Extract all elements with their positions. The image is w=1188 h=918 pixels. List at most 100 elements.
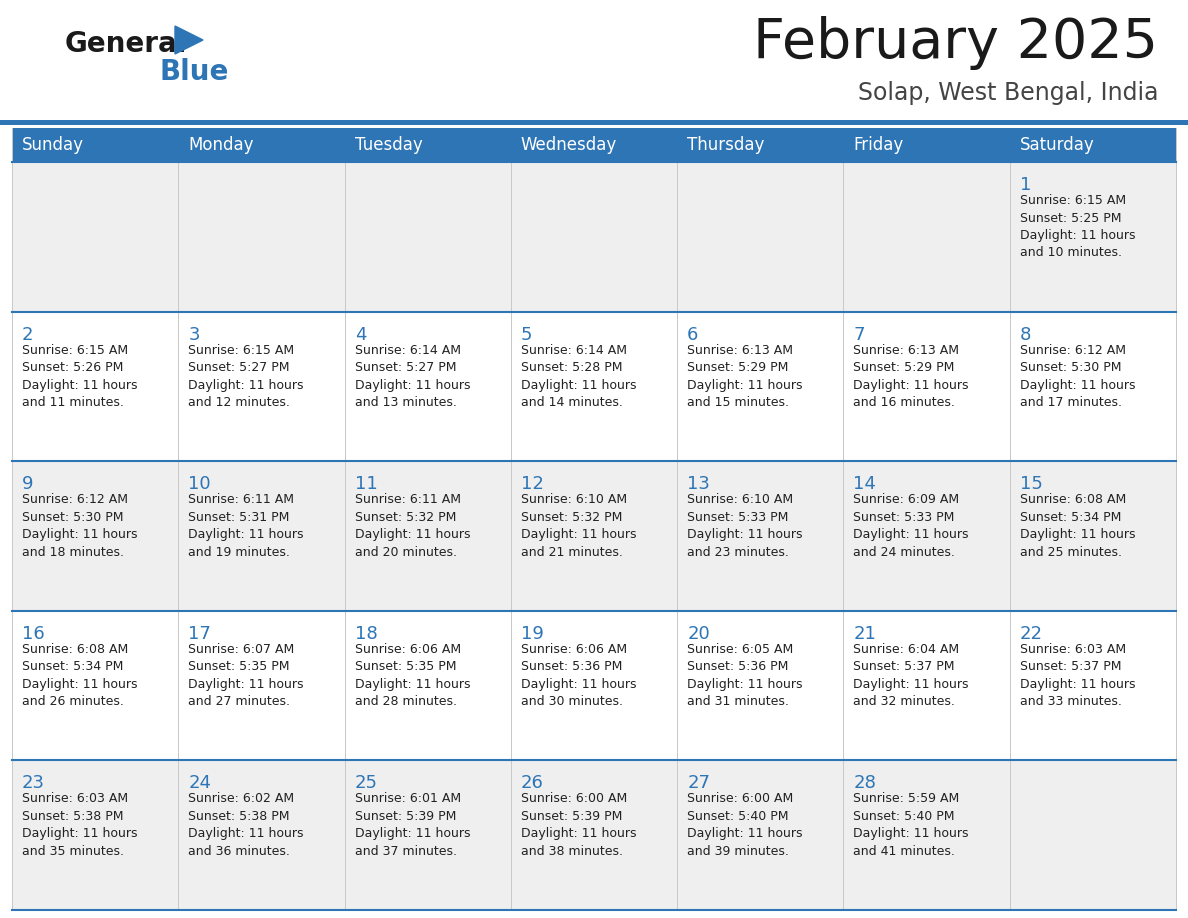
Text: Sunset: 5:25 PM: Sunset: 5:25 PM (1019, 211, 1121, 225)
Text: 4: 4 (354, 326, 366, 343)
Text: Sunset: 5:33 PM: Sunset: 5:33 PM (853, 510, 955, 523)
Text: Sunrise: 6:08 AM: Sunrise: 6:08 AM (23, 643, 128, 655)
Text: Sunrise: 6:14 AM: Sunrise: 6:14 AM (520, 343, 627, 356)
Text: Friday: Friday (853, 136, 904, 154)
Text: and 15 minutes.: and 15 minutes. (687, 396, 789, 409)
Text: Daylight: 11 hours: Daylight: 11 hours (188, 827, 304, 840)
Text: and 35 minutes.: and 35 minutes. (23, 845, 124, 858)
Text: 26: 26 (520, 775, 544, 792)
Text: Sunrise: 6:04 AM: Sunrise: 6:04 AM (853, 643, 960, 655)
Bar (12, 311, 1176, 461)
Text: 14: 14 (853, 476, 877, 493)
Text: 7: 7 (853, 326, 865, 343)
Text: Sunset: 5:36 PM: Sunset: 5:36 PM (687, 660, 789, 673)
Text: Sunrise: 6:15 AM: Sunrise: 6:15 AM (188, 343, 295, 356)
Text: Blue: Blue (160, 58, 229, 86)
Text: and 31 minutes.: and 31 minutes. (687, 695, 789, 709)
Text: Sunset: 5:30 PM: Sunset: 5:30 PM (1019, 361, 1121, 375)
Text: Daylight: 11 hours: Daylight: 11 hours (687, 827, 803, 840)
Text: Sunrise: 6:12 AM: Sunrise: 6:12 AM (23, 493, 128, 506)
Text: Solap, West Bengal, India: Solap, West Bengal, India (858, 81, 1158, 105)
Text: Sunset: 5:40 PM: Sunset: 5:40 PM (687, 810, 789, 823)
Text: General: General (65, 30, 188, 58)
Text: Sunset: 5:39 PM: Sunset: 5:39 PM (520, 810, 623, 823)
Text: Daylight: 11 hours: Daylight: 11 hours (520, 677, 637, 691)
Text: 17: 17 (188, 625, 211, 643)
Text: Sunrise: 6:00 AM: Sunrise: 6:00 AM (687, 792, 794, 805)
Text: 21: 21 (853, 625, 877, 643)
Text: Wednesday: Wednesday (520, 136, 617, 154)
Text: and 11 minutes.: and 11 minutes. (23, 396, 124, 409)
Text: Sunrise: 6:10 AM: Sunrise: 6:10 AM (520, 493, 627, 506)
Text: Sunrise: 6:15 AM: Sunrise: 6:15 AM (1019, 194, 1126, 207)
Text: 8: 8 (1019, 326, 1031, 343)
Text: and 38 minutes.: and 38 minutes. (520, 845, 623, 858)
Text: Sunset: 5:37 PM: Sunset: 5:37 PM (853, 660, 955, 673)
Text: 10: 10 (188, 476, 211, 493)
Text: Daylight: 11 hours: Daylight: 11 hours (1019, 229, 1136, 242)
Bar (12, 162, 1176, 311)
Text: 18: 18 (354, 625, 378, 643)
Text: Daylight: 11 hours: Daylight: 11 hours (853, 378, 969, 392)
Text: Sunrise: 6:14 AM: Sunrise: 6:14 AM (354, 343, 461, 356)
Text: Daylight: 11 hours: Daylight: 11 hours (354, 677, 470, 691)
Text: Sunrise: 6:06 AM: Sunrise: 6:06 AM (520, 643, 627, 655)
Text: and 17 minutes.: and 17 minutes. (1019, 396, 1121, 409)
Text: 16: 16 (23, 625, 45, 643)
Text: 20: 20 (687, 625, 710, 643)
Text: Sunrise: 6:05 AM: Sunrise: 6:05 AM (687, 643, 794, 655)
Text: Sunset: 5:36 PM: Sunset: 5:36 PM (520, 660, 623, 673)
Text: and 20 minutes.: and 20 minutes. (354, 545, 456, 559)
Text: Sunset: 5:31 PM: Sunset: 5:31 PM (188, 510, 290, 523)
Text: and 30 minutes.: and 30 minutes. (520, 695, 623, 709)
Text: and 28 minutes.: and 28 minutes. (354, 695, 456, 709)
Text: 13: 13 (687, 476, 710, 493)
Text: Daylight: 11 hours: Daylight: 11 hours (1019, 677, 1136, 691)
Text: and 33 minutes.: and 33 minutes. (1019, 695, 1121, 709)
Text: Daylight: 11 hours: Daylight: 11 hours (354, 378, 470, 392)
Text: Sunset: 5:27 PM: Sunset: 5:27 PM (354, 361, 456, 375)
Text: and 32 minutes.: and 32 minutes. (853, 695, 955, 709)
Text: Sunset: 5:38 PM: Sunset: 5:38 PM (188, 810, 290, 823)
Text: 3: 3 (188, 326, 200, 343)
Text: Sunrise: 5:59 AM: Sunrise: 5:59 AM (853, 792, 960, 805)
Text: Daylight: 11 hours: Daylight: 11 hours (687, 378, 803, 392)
Bar (12, 128, 1176, 162)
Text: 1: 1 (1019, 176, 1031, 194)
Text: Daylight: 11 hours: Daylight: 11 hours (853, 528, 969, 542)
Bar (12, 610, 1176, 760)
Text: Sunset: 5:34 PM: Sunset: 5:34 PM (1019, 510, 1121, 523)
Text: 5: 5 (520, 326, 532, 343)
Text: Sunrise: 6:15 AM: Sunrise: 6:15 AM (23, 343, 128, 356)
Text: and 21 minutes.: and 21 minutes. (520, 545, 623, 559)
Text: Sunrise: 6:03 AM: Sunrise: 6:03 AM (23, 792, 128, 805)
Text: and 39 minutes.: and 39 minutes. (687, 845, 789, 858)
Text: Daylight: 11 hours: Daylight: 11 hours (188, 378, 304, 392)
Bar (12, 760, 1176, 910)
Text: Daylight: 11 hours: Daylight: 11 hours (687, 528, 803, 542)
Text: 23: 23 (23, 775, 45, 792)
Text: Sunset: 5:34 PM: Sunset: 5:34 PM (23, 660, 124, 673)
Text: Sunrise: 6:08 AM: Sunrise: 6:08 AM (1019, 493, 1126, 506)
Text: Thursday: Thursday (687, 136, 765, 154)
Text: and 25 minutes.: and 25 minutes. (1019, 545, 1121, 559)
Text: and 16 minutes.: and 16 minutes. (853, 396, 955, 409)
Text: and 24 minutes.: and 24 minutes. (853, 545, 955, 559)
Text: and 19 minutes.: and 19 minutes. (188, 545, 290, 559)
Text: Daylight: 11 hours: Daylight: 11 hours (23, 677, 138, 691)
Text: and 23 minutes.: and 23 minutes. (687, 545, 789, 559)
Text: Sunset: 5:29 PM: Sunset: 5:29 PM (853, 361, 955, 375)
Text: Sunrise: 6:03 AM: Sunrise: 6:03 AM (1019, 643, 1126, 655)
Text: Tuesday: Tuesday (354, 136, 422, 154)
Text: 27: 27 (687, 775, 710, 792)
Text: Sunset: 5:28 PM: Sunset: 5:28 PM (520, 361, 623, 375)
Text: Sunset: 5:29 PM: Sunset: 5:29 PM (687, 361, 789, 375)
Text: Sunrise: 6:10 AM: Sunrise: 6:10 AM (687, 493, 794, 506)
Text: Daylight: 11 hours: Daylight: 11 hours (1019, 378, 1136, 392)
Text: Daylight: 11 hours: Daylight: 11 hours (853, 827, 969, 840)
Bar (0, 120, 1188, 125)
Text: Sunset: 5:30 PM: Sunset: 5:30 PM (23, 510, 124, 523)
Text: Sunrise: 6:09 AM: Sunrise: 6:09 AM (853, 493, 960, 506)
Text: Sunrise: 6:13 AM: Sunrise: 6:13 AM (853, 343, 960, 356)
Text: Daylight: 11 hours: Daylight: 11 hours (520, 827, 637, 840)
